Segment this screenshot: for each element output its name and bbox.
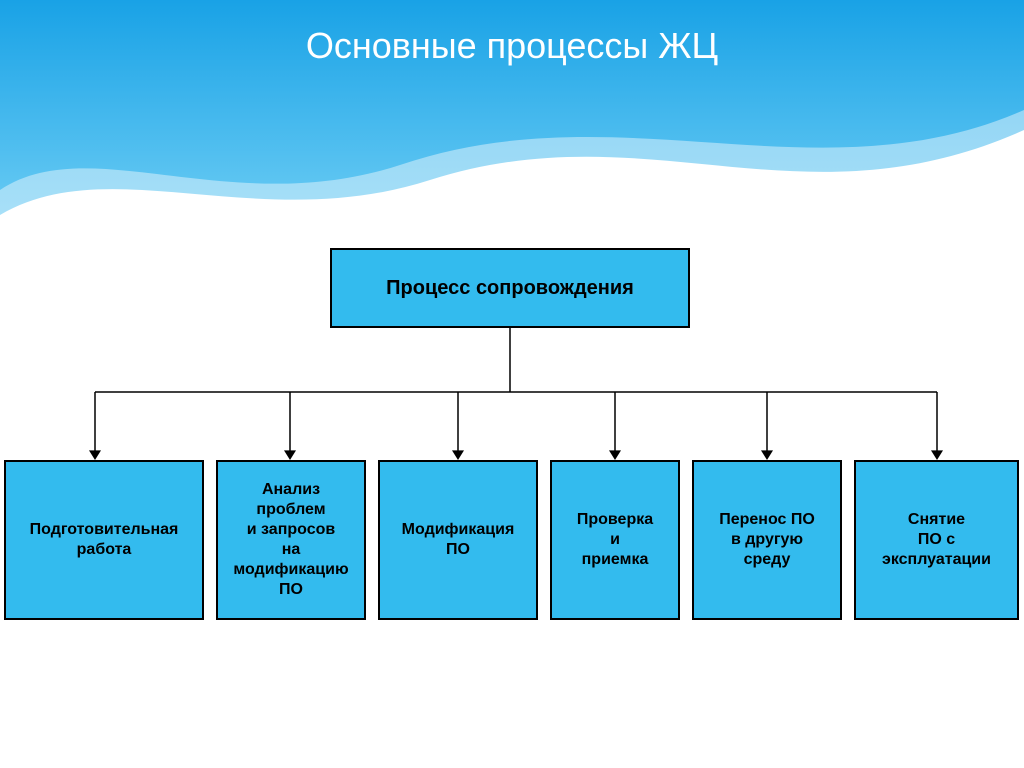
child-node-5: Снятие ПО с эксплуатации — [854, 460, 1019, 620]
child-node-label: Модификация ПО — [402, 520, 515, 560]
child-node-label: Снятие ПО с эксплуатации — [882, 510, 991, 570]
child-node-4: Перенос ПО в другую среду — [692, 460, 842, 620]
child-node-label: Подготовительная работа — [30, 520, 179, 560]
child-node-label: Проверка и приемка — [577, 510, 653, 570]
child-node-label: Анализ проблем и запросов на модификацию… — [233, 480, 348, 600]
root-node: Процесс сопровождения — [330, 248, 690, 328]
child-node-1: Анализ проблем и запросов на модификацию… — [216, 460, 366, 620]
child-node-label: Перенос ПО в другую среду — [719, 510, 815, 570]
page-title: Основные процессы ЖЦ — [0, 25, 1024, 67]
connectors — [0, 0, 1024, 768]
org-chart: Процесс сопровождения Подготовительная р… — [0, 0, 1024, 768]
root-node-label: Процесс сопровождения — [386, 276, 634, 301]
child-node-2: Модификация ПО — [378, 460, 538, 620]
child-node-3: Проверка и приемка — [550, 460, 680, 620]
child-node-0: Подготовительная работа — [4, 460, 204, 620]
